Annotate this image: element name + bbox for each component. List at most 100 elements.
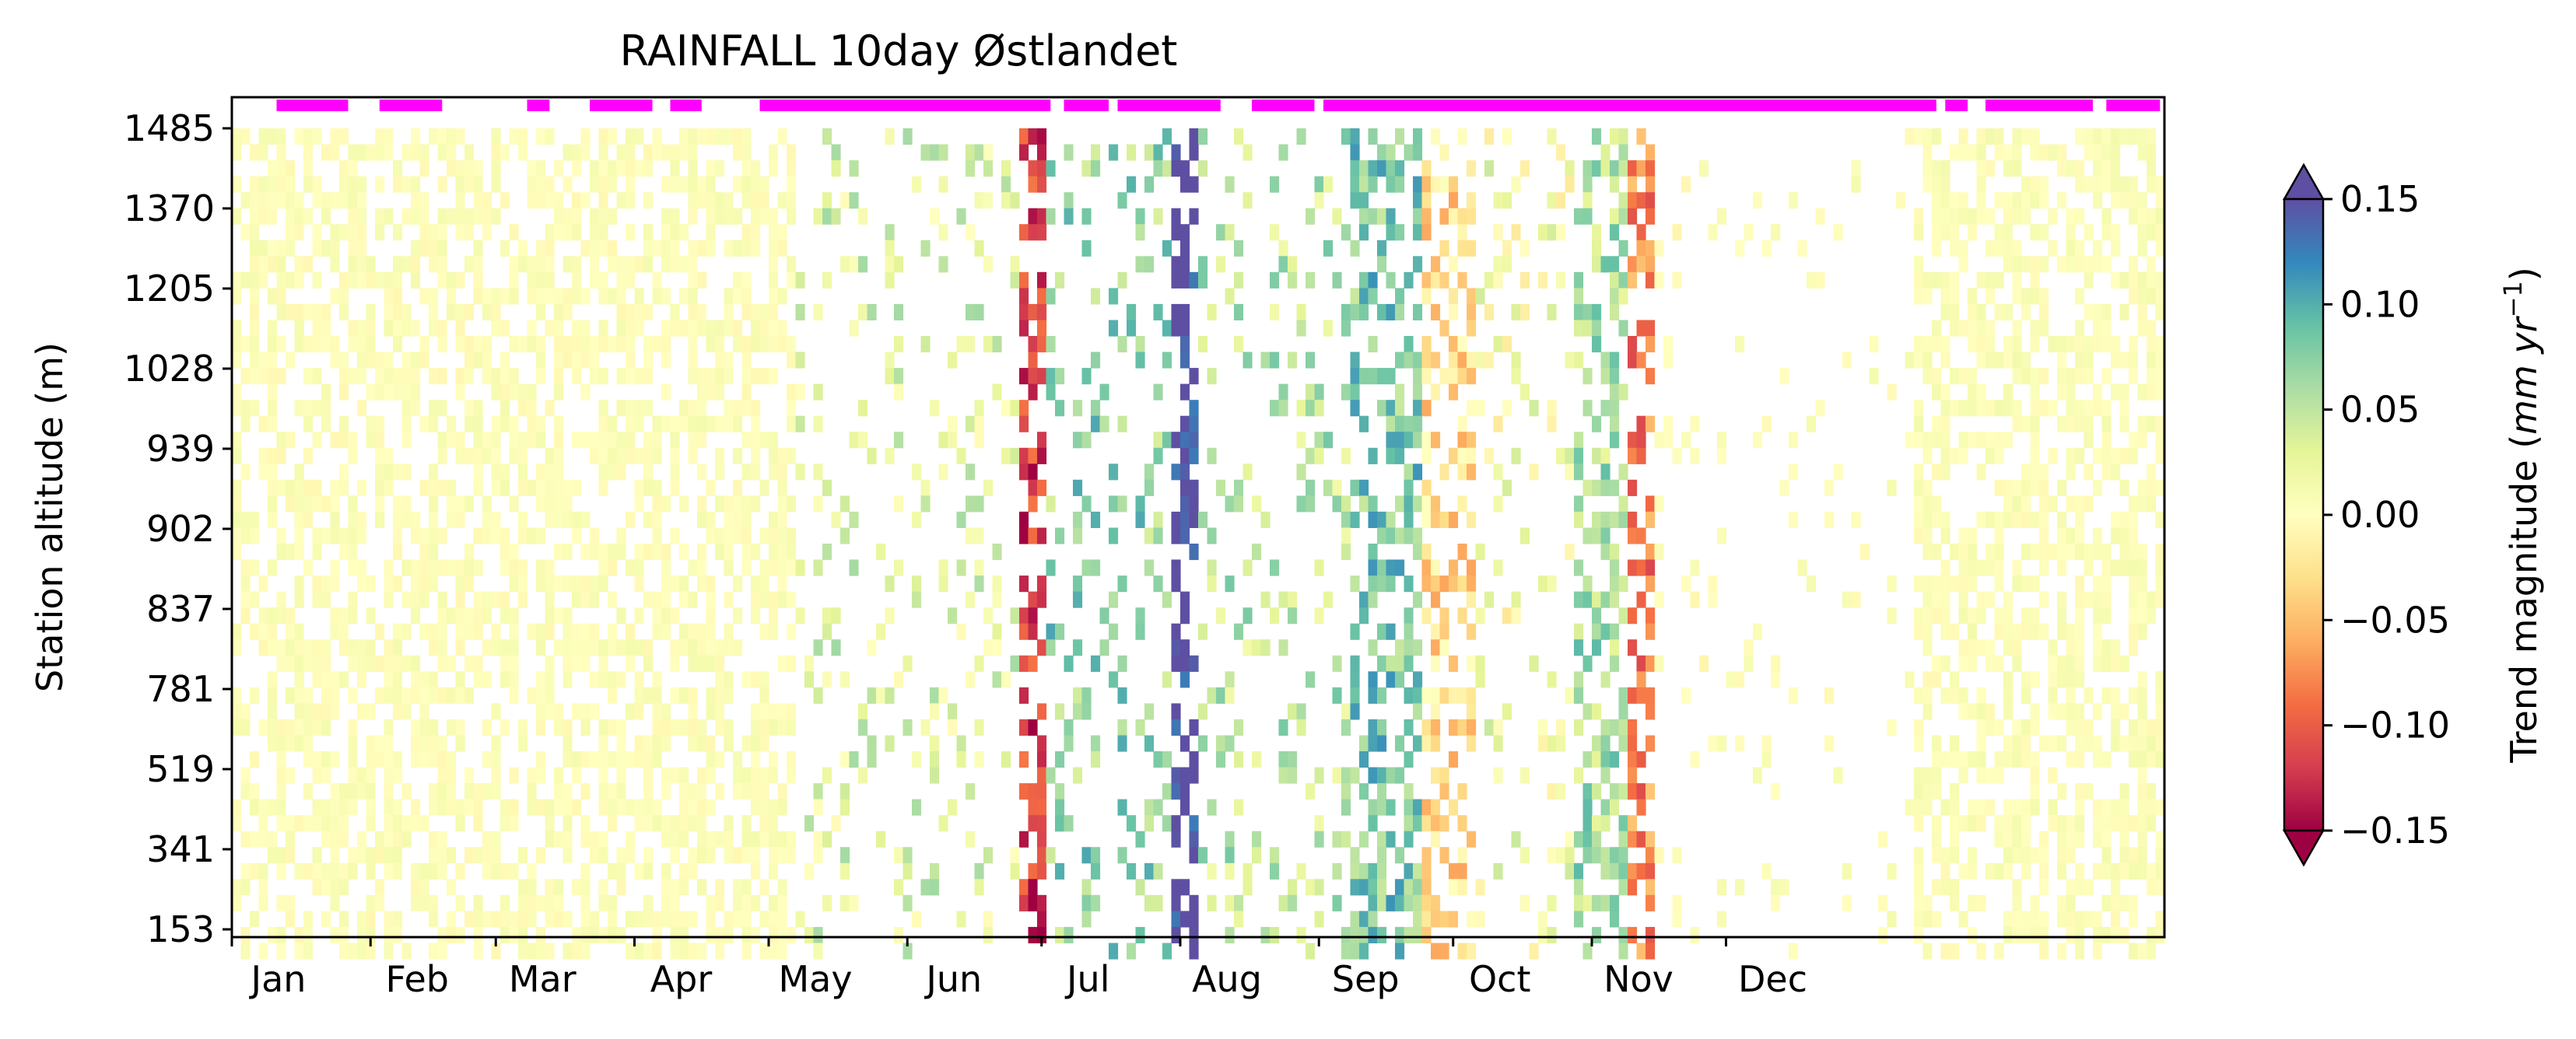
heatmap-cell — [626, 368, 636, 385]
heatmap-cell — [867, 639, 877, 656]
heatmap-cell — [1180, 432, 1190, 449]
heatmap-cell — [545, 703, 555, 720]
heatmap-cell — [1377, 527, 1387, 544]
heatmap-cell — [1019, 623, 1029, 640]
colorbar-extend-max — [2282, 163, 2325, 201]
heatmap-cell — [1645, 607, 1656, 624]
heatmap-cell — [679, 815, 689, 832]
heatmap-cell — [1359, 224, 1369, 241]
heatmap-cell — [2101, 128, 2112, 145]
heatmap-cell — [2101, 831, 2112, 848]
heatmap-cell — [366, 271, 376, 289]
heatmap-cell — [769, 847, 779, 864]
heatmap-cell — [1654, 591, 1664, 608]
heatmap-cell — [885, 575, 895, 593]
heatmap-cell — [482, 224, 492, 241]
heatmap-cell — [250, 911, 260, 928]
heatmap-cell — [419, 336, 429, 353]
heatmap-cell — [258, 799, 268, 816]
heatmap-cell — [1520, 847, 1530, 864]
heatmap-cell — [1019, 400, 1029, 417]
heatmap-cell — [1037, 703, 1047, 720]
heatmap-cell — [2003, 160, 2013, 177]
heatmap-cell — [1404, 783, 1414, 800]
heatmap-cell — [2030, 224, 2040, 241]
heatmap-cell — [419, 544, 429, 561]
heatmap-cell — [1529, 655, 1539, 672]
heatmap-cell — [500, 926, 510, 943]
heatmap-cell — [1457, 368, 1467, 385]
heatmap-cell — [1914, 879, 1924, 896]
heatmap-cell — [1994, 815, 2004, 832]
heatmap-cell — [429, 671, 439, 688]
heatmap-cell — [2021, 415, 2031, 432]
heatmap-cell — [616, 783, 626, 800]
heatmap-cell — [1529, 943, 1539, 960]
heatmap-cell — [1708, 735, 1718, 752]
heatmap-cell — [240, 336, 251, 353]
heatmap-cell — [1162, 352, 1172, 369]
heatmap-cell — [2119, 735, 2129, 752]
heatmap-cell — [1842, 894, 1852, 911]
heatmap-cell — [706, 208, 716, 225]
heatmap-cell — [401, 415, 412, 432]
heatmap-cell — [769, 751, 779, 768]
heatmap-cell — [1046, 847, 1056, 864]
heatmap-cell — [464, 447, 475, 464]
heatmap-cell — [2066, 639, 2076, 656]
heatmap-cell — [1413, 926, 1423, 943]
heatmap-cell — [643, 160, 654, 177]
heatmap-cell — [1467, 400, 1477, 417]
heatmap-cell — [1404, 511, 1414, 528]
heatmap-cell — [813, 783, 823, 800]
heatmap-cell — [1618, 144, 1628, 161]
heatmap-cell — [339, 128, 349, 145]
heatmap-cell — [2012, 559, 2022, 576]
heatmap-cell — [2155, 591, 2165, 608]
heatmap-cell — [1932, 320, 1942, 337]
heatmap-cell — [1377, 655, 1387, 672]
heatmap-cell — [1010, 192, 1020, 209]
heatmap-cell — [759, 687, 769, 704]
heatmap-cell — [1073, 511, 1083, 528]
heatmap-cell — [473, 208, 483, 225]
heatmap-cell — [2155, 719, 2165, 736]
heatmap-cell — [1404, 639, 1414, 656]
heatmap-cell — [536, 799, 546, 816]
heatmap-cell — [1449, 176, 1459, 193]
heatmap-cell — [634, 575, 644, 593]
heatmap-cell — [580, 655, 591, 672]
heatmap-cell — [724, 687, 734, 704]
heatmap-cell — [2030, 128, 2040, 145]
heatmap-cell — [688, 208, 698, 225]
heatmap-cell — [536, 192, 546, 209]
heatmap-cell — [1493, 735, 1503, 752]
heatmap-cell — [616, 320, 626, 337]
heatmap-cell — [1127, 144, 1137, 161]
heatmap-cell — [339, 192, 349, 209]
heatmap-cell — [1968, 303, 1978, 320]
heatmap-cell — [2111, 176, 2121, 193]
heatmap-cell — [429, 687, 439, 704]
heatmap-cell — [679, 320, 689, 337]
heatmap-cell — [303, 208, 314, 225]
heatmap-cell — [401, 176, 412, 193]
heatmap-cell — [724, 544, 734, 561]
heatmap-cell — [1914, 224, 1924, 241]
heatmap-cell — [1278, 400, 1288, 417]
heatmap-cell — [2137, 383, 2147, 401]
heatmap-cell — [580, 719, 591, 736]
heatmap-cell — [1681, 432, 1691, 449]
heatmap-cell — [536, 432, 546, 449]
heatmap-cell — [1028, 495, 1038, 513]
heatmap-cell — [1645, 703, 1656, 720]
heatmap-cell — [1618, 128, 1628, 145]
heatmap-cell — [393, 623, 403, 640]
heatmap-cell — [1081, 879, 1092, 896]
heatmap-cell — [286, 831, 296, 848]
heatmap-cell — [1162, 128, 1172, 145]
heatmap-cell — [679, 591, 689, 608]
heatmap-cell — [1189, 144, 1199, 161]
heatmap-cell — [1976, 303, 1986, 320]
heatmap-cell — [2075, 703, 2085, 720]
